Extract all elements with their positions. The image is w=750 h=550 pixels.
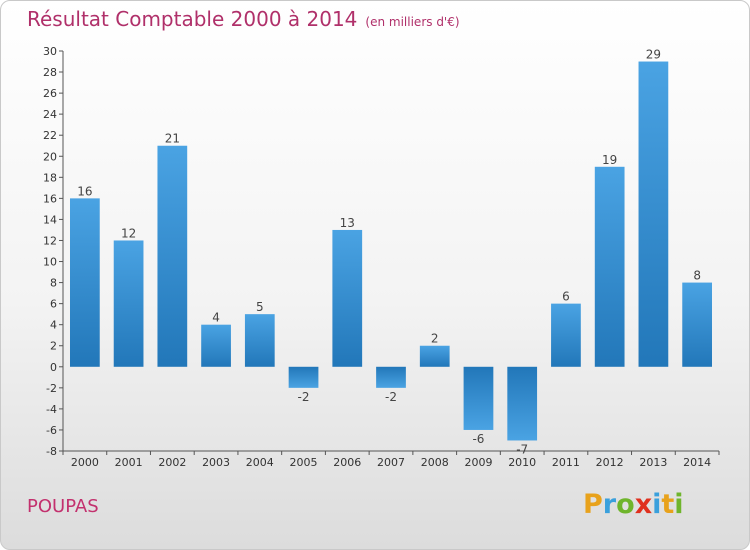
x-tick-label: 2012 [596,456,624,469]
x-tick-label: 2006 [333,456,361,469]
bar [638,61,669,367]
x-tick-label: 2001 [115,456,143,469]
y-tick-label: 8 [50,277,57,290]
logo-letter: r [602,489,617,520]
data-label: 29 [646,48,661,62]
logo-letter: P [583,489,603,520]
bar [157,145,188,367]
data-label: 19 [602,153,617,167]
y-tick-label: 16 [43,192,57,205]
x-tick-label: 2000 [71,456,99,469]
data-label: 2 [431,332,439,346]
data-label: -2 [298,390,310,404]
data-label: -7 [516,442,528,456]
x-tick-label: 2014 [683,456,711,469]
bar [201,324,231,367]
data-label: -6 [472,432,484,446]
y-tick-label: 20 [43,150,57,163]
y-tick-label: 24 [43,108,57,121]
town-name: POUPAS [27,496,99,517]
data-labels: 16 12 21 4 5 -2 13 -2 2 -6 -7 6 19 29 8 [77,48,701,457]
x-tick-label: 2008 [421,456,449,469]
data-label: 13 [340,216,355,230]
bar [551,303,581,367]
bar [419,345,450,367]
bar [69,198,100,367]
data-label: 8 [693,269,701,283]
logo-letter: x [634,489,653,520]
bar [332,229,363,367]
bars [69,61,713,441]
y-tick-label: 0 [50,361,57,374]
y-tick-label: 10 [43,256,57,269]
bar [288,366,319,388]
subtitle-text: (en milliers d'€) [365,15,460,29]
y-tick-label: 2 [50,340,57,353]
proxiti-logo[interactable]: Proxiti [583,489,684,520]
x-tick-label: 2010 [508,456,536,469]
x-tick-label: 2005 [290,456,318,469]
x-tick-label: 2007 [377,456,405,469]
data-label: 12 [121,226,136,240]
logo-letter: t [661,489,675,520]
y-tick-label: -6 [46,424,57,437]
logo-letter: i [674,489,684,520]
y-tick-label: 4 [50,319,57,332]
bar [463,366,494,430]
bar [244,314,275,367]
bar [682,282,713,367]
y-tick-label: 22 [43,129,57,142]
y-tick-label: 12 [43,234,57,247]
logo-letter: o [616,489,635,520]
bar [507,366,538,441]
x-tick-label: 2011 [552,456,580,469]
data-label: 16 [77,184,92,198]
y-tick-label: -2 [46,382,57,395]
x-tick-label: 2009 [464,456,492,469]
data-label: -2 [385,390,397,404]
y-tick-label: 18 [43,171,57,184]
y-tick-label: -4 [46,403,57,416]
y-tick-label: 30 [43,45,57,58]
x-tick-label: 2013 [639,456,667,469]
bar [113,240,144,367]
y-tick-label: -8 [46,445,57,458]
bar [594,166,625,367]
logo-letter: i [652,489,662,520]
x-tick-label: 2003 [202,456,230,469]
y-tick-label: 14 [43,213,57,226]
x-tick-label: 2004 [246,456,274,469]
y-tick-label: 6 [50,298,57,311]
data-label: 4 [212,311,220,325]
data-label: 6 [562,290,570,304]
data-label: 21 [165,132,180,146]
y-tick-label: 26 [43,87,57,100]
chart-title: Résultat Comptable 2000 à 2014 (en millie… [27,7,460,31]
title-text: Résultat Comptable 2000 à 2014 [27,7,358,31]
y-tick-label: 28 [43,66,57,79]
x-tick-label: 2002 [158,456,186,469]
bar [376,366,406,388]
data-label: 5 [256,300,264,314]
